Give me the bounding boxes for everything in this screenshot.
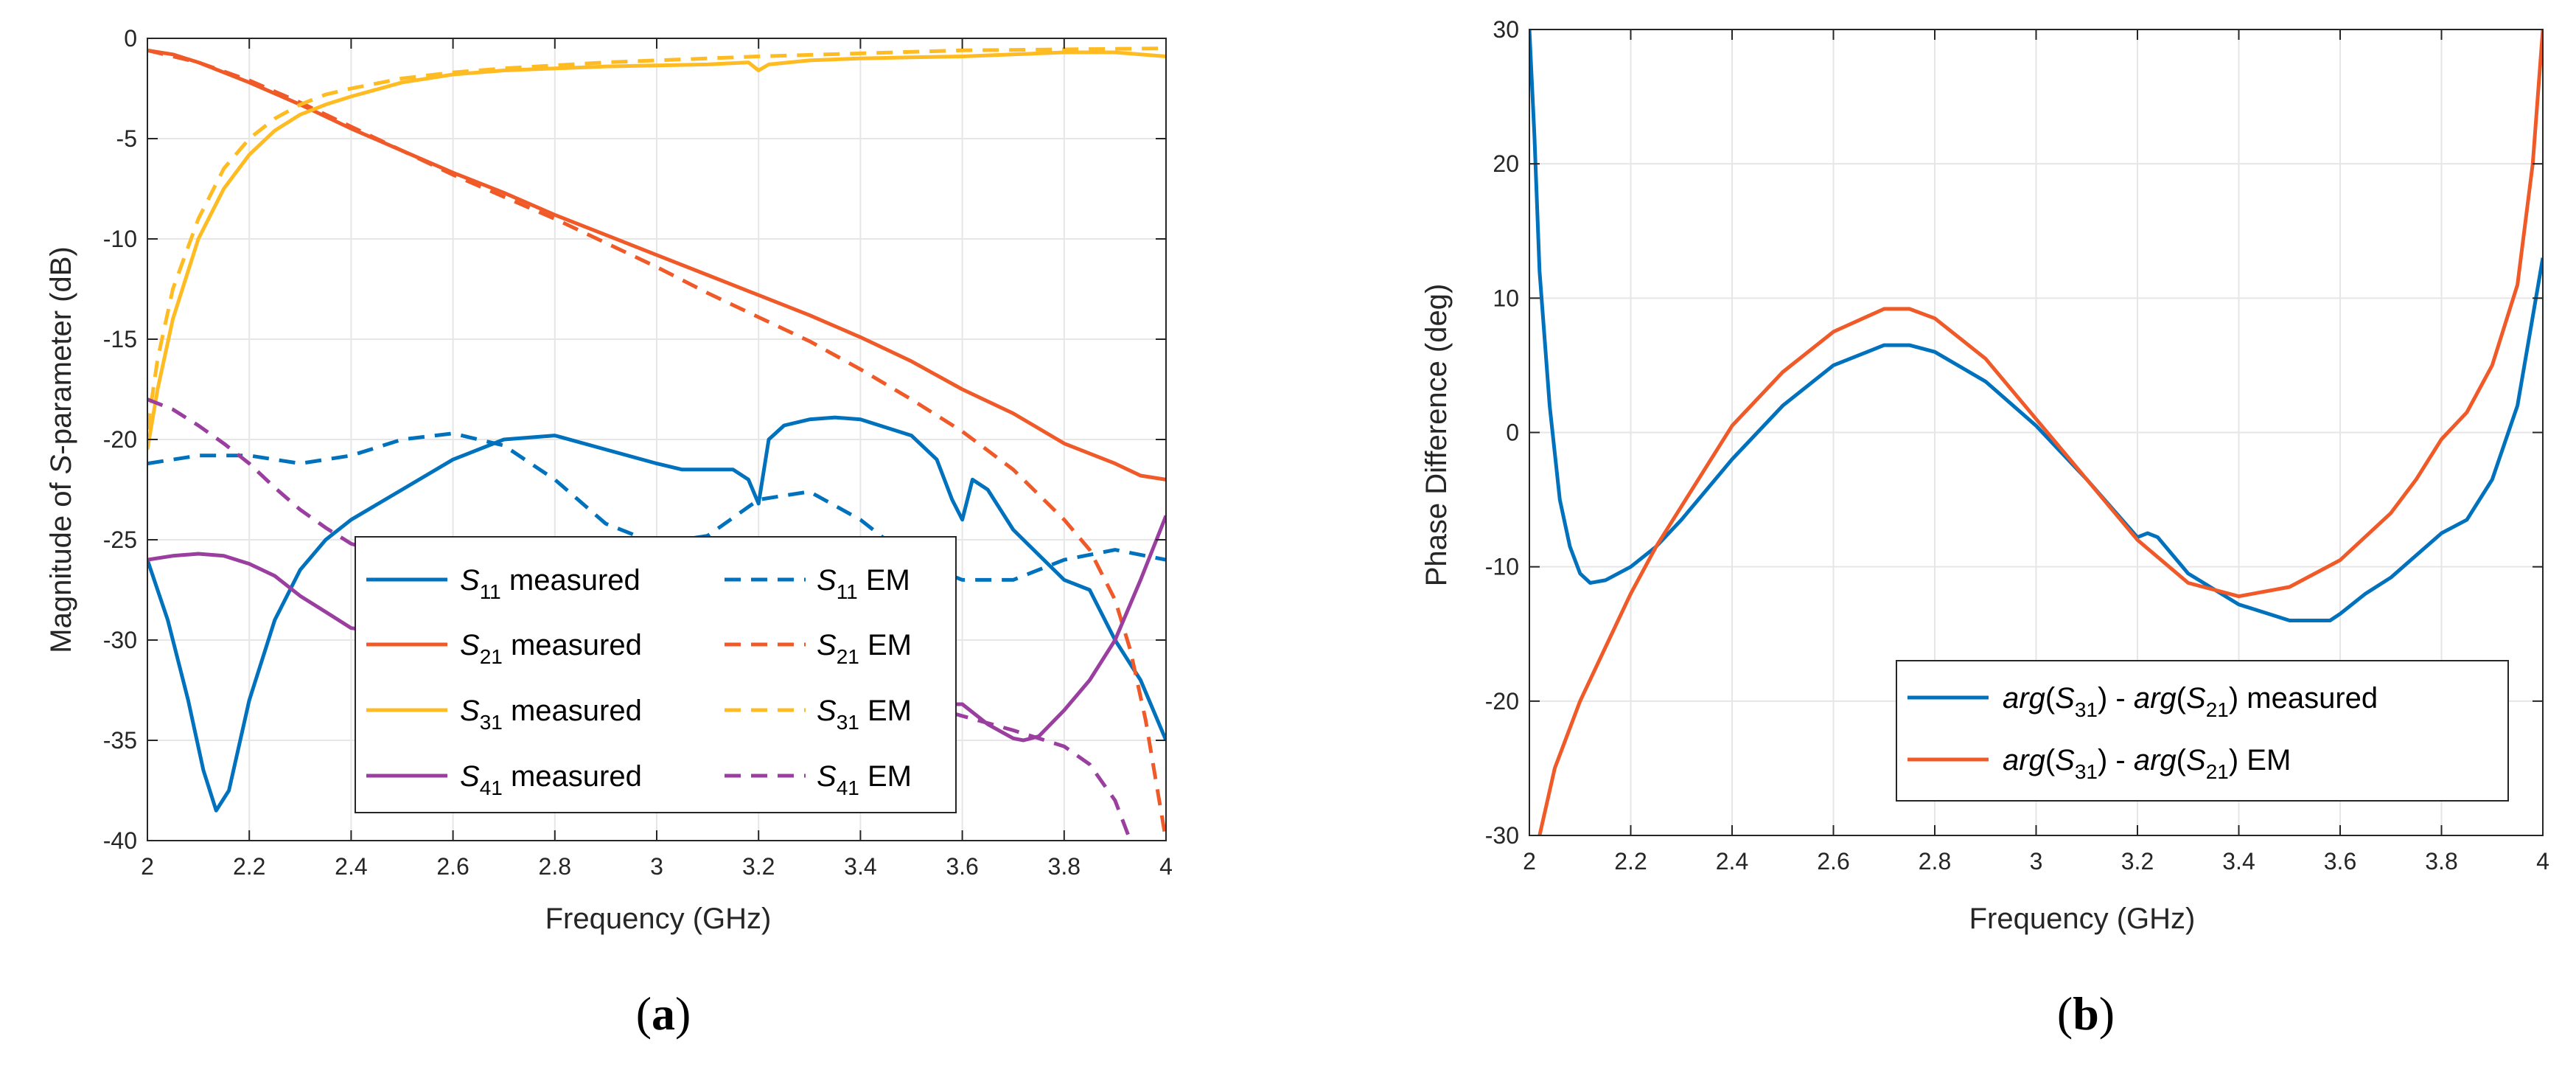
axes-frame-a (147, 38, 1167, 841)
y-tick-label-b: 10 (1493, 285, 1519, 311)
x-tick-label-a: 2 (141, 853, 154, 880)
x-tick-label-b: 3 (2030, 848, 2043, 875)
y-tick-label-b: 0 (1506, 420, 1519, 446)
x-tick-label-b: 4 (2536, 848, 2549, 875)
x-tick-label-b: 2.4 (1716, 848, 1748, 875)
x-tick-label-a: 4 (1159, 853, 1173, 880)
x-tick-label-b: 2 (1523, 848, 1536, 875)
axes-b: 2 2.2 2.4 2.6 2.8 3 3.2 3.4 3.6 3.8 4 30 20 10 0 -10 -20… (1485, 16, 2549, 875)
y-tick-label-a: -25 (103, 526, 137, 553)
y-tick-label-b: 30 (1493, 16, 1519, 43)
x-tick-label-a: 3.2 (742, 853, 775, 880)
x-tick-label-b: 3.6 (2324, 848, 2356, 875)
y-tick-label-b: -30 (1485, 822, 1519, 849)
y-tick-label-a: -30 (103, 627, 137, 653)
legend-label-a: S11 measured (460, 564, 640, 603)
x-tick-label-a: 3.6 (946, 853, 978, 880)
panel-label-a: (a) (636, 987, 691, 1040)
legend-label-a: S21 measured (460, 629, 642, 668)
legend-label-a: S31 measured (460, 695, 642, 734)
plot-area-b (1529, 29, 2543, 835)
series-line-s21-em (147, 48, 1166, 841)
x-tick-label-a: 3.4 (844, 853, 876, 880)
x-tick-label-b: 2.2 (1614, 848, 1647, 875)
y-tick-label-a: -5 (116, 125, 137, 152)
series-line-arg-s31-arg-s21-measured (1529, 29, 2543, 622)
y-axis-label-a: Magnitude of S-parameter (dB) (45, 246, 77, 653)
x-tick-label-a: 2.4 (335, 853, 367, 880)
legend-b: arg(S31) - arg(S21) measured arg(S31) - a… (1896, 660, 2509, 802)
x-tick-label-b: 3.4 (2222, 848, 2255, 875)
chart-b: 2 2.2 2.4 2.6 2.8 3 3.2 3.4 3.6 3.8 4 30 20 10 0 -10 -20… (1420, 16, 2549, 1040)
x-tick-label-a: 3 (650, 853, 663, 880)
x-tick-label-b: 2.6 (1817, 848, 1849, 875)
y-tick-label-a: -40 (103, 827, 137, 854)
x-tick-label-a: 2.8 (539, 853, 571, 880)
series-line-s11-measured (147, 415, 1166, 813)
legend-label-a: S31 EM (817, 695, 912, 734)
legend-label-a: S41 EM (817, 760, 912, 799)
series-line-s31-em (147, 46, 1166, 430)
y-tick-label-a: -10 (103, 226, 137, 252)
panel-label-b: (b) (2057, 987, 2115, 1040)
legend-box-b (1896, 660, 2509, 802)
y-tick-label-a: -35 (103, 727, 137, 754)
x-tick-label-a: 3.8 (1048, 853, 1081, 880)
axes-a: 2 2.2 2.4 2.6 2.8 3 3.2 3.4 3.6 3.8 4 0 -5 -10 -15 -20 -… (103, 25, 1173, 880)
y-axis-label-b: Phase Difference (deg) (1420, 284, 1453, 587)
legend-label-b: arg(S31) - arg(S21) measured (2003, 682, 2378, 721)
x-tick-label-a: 2.6 (436, 853, 469, 880)
legend-box-a (355, 536, 957, 813)
x-axis-label-a: Frequency (GHz) (545, 903, 772, 935)
x-tick-label-a: 2.2 (233, 853, 265, 880)
y-tick-label-a: 0 (124, 25, 137, 52)
x-tick-label-b: 3.2 (2121, 848, 2154, 875)
legend-label-b: arg(S31) - arg(S21) EM (2003, 744, 2291, 783)
axes-frame-b (1529, 29, 2544, 836)
series-line-arg-s31-arg-s21-em (1537, 29, 2543, 835)
y-tick-label-b: 20 (1493, 150, 1519, 177)
y-tick-label-b: -20 (1485, 688, 1519, 715)
series-line-s21-measured (147, 48, 1166, 482)
y-tick-label-a: -15 (103, 326, 137, 352)
series-line-s41-em (147, 397, 1133, 841)
legend-label-a: S21 EM (817, 629, 912, 668)
legend-label-a: S11 EM (817, 564, 910, 603)
series-line-s31-measured (147, 50, 1166, 451)
y-tick-label-b: -10 (1485, 554, 1519, 580)
x-axis-label-b: Frequency (GHz) (1969, 903, 2196, 935)
legend-a: S11 measured S11 EM S21 measured S21 EM S31 … (355, 536, 957, 813)
legend-label-a: S41 measured (460, 760, 642, 799)
x-tick-label-b: 3.8 (2425, 848, 2457, 875)
x-tick-label-b: 2.8 (1919, 848, 1951, 875)
y-tick-label-a: -20 (103, 426, 137, 453)
